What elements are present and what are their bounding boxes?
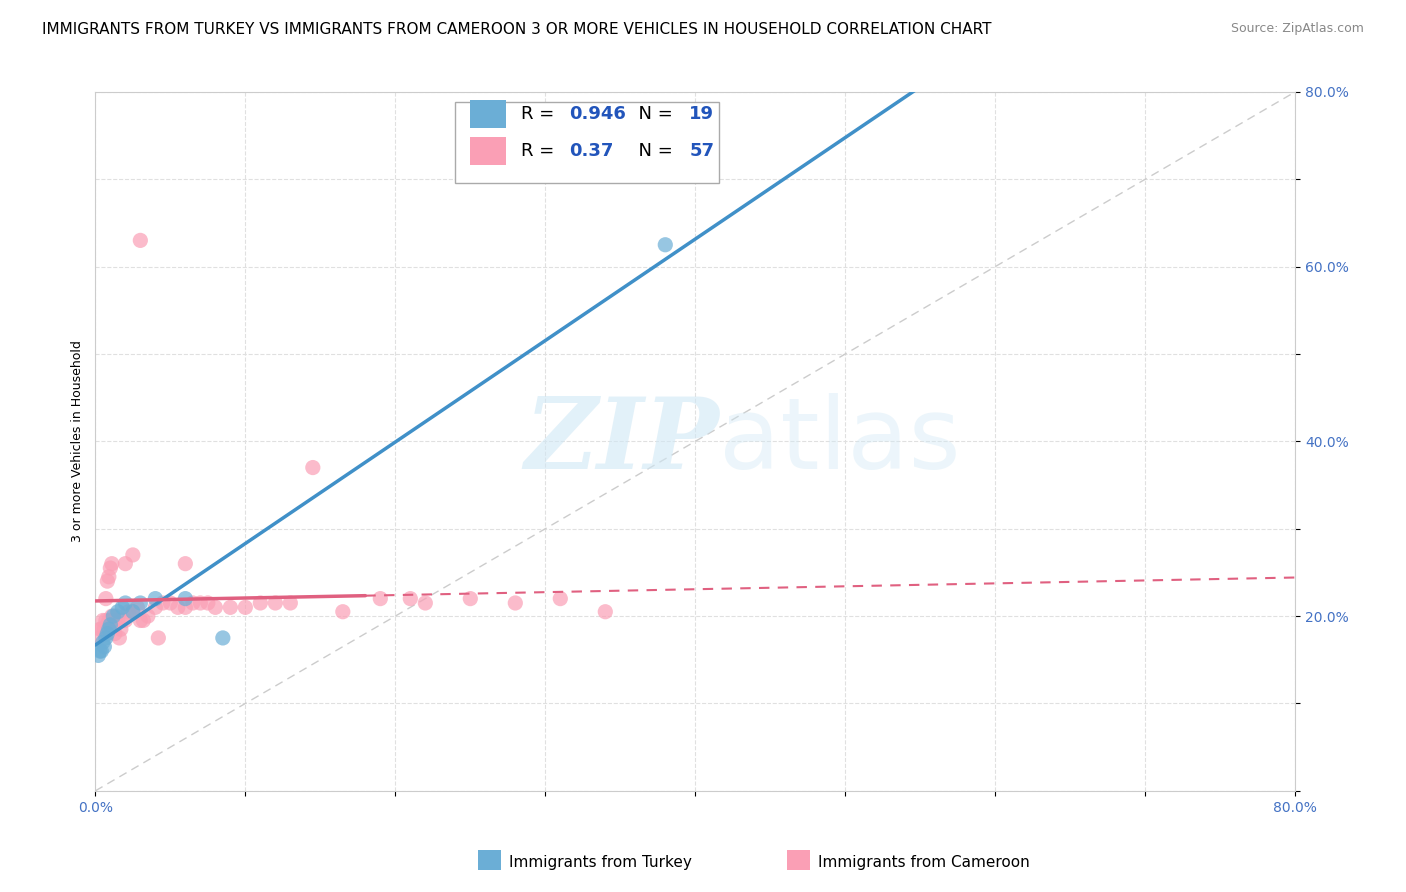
FancyBboxPatch shape xyxy=(470,100,506,128)
Point xyxy=(129,614,152,628)
Point xyxy=(460,591,482,606)
Point xyxy=(399,591,422,606)
Point xyxy=(87,648,110,663)
Point xyxy=(132,614,155,628)
Point xyxy=(91,635,114,649)
Point xyxy=(114,557,136,571)
Text: 0.946: 0.946 xyxy=(569,105,626,123)
Point xyxy=(110,622,132,636)
Point xyxy=(332,605,354,619)
Point xyxy=(188,596,211,610)
Point xyxy=(219,600,242,615)
Point xyxy=(174,557,197,571)
Point xyxy=(415,596,437,610)
Point xyxy=(129,596,152,610)
Point xyxy=(108,631,131,645)
Text: R =: R = xyxy=(522,105,561,123)
Point xyxy=(301,460,323,475)
Point xyxy=(368,591,391,606)
Point xyxy=(117,605,139,619)
Point xyxy=(107,614,129,628)
Text: ZIP: ZIP xyxy=(524,393,720,490)
Point xyxy=(97,614,120,628)
Point xyxy=(97,622,120,636)
Text: atlas: atlas xyxy=(720,392,960,490)
Point xyxy=(104,626,127,640)
Point xyxy=(278,596,301,610)
Point xyxy=(94,631,117,645)
Point xyxy=(103,614,125,628)
Point xyxy=(159,596,181,610)
Point xyxy=(96,626,118,640)
Point xyxy=(98,617,121,632)
Point xyxy=(97,570,120,584)
Point xyxy=(94,591,117,606)
Point xyxy=(249,596,271,610)
Point xyxy=(98,561,121,575)
Point xyxy=(111,600,134,615)
Point xyxy=(90,644,112,658)
Point xyxy=(107,605,129,619)
Text: IMMIGRANTS FROM TURKEY VS IMMIGRANTS FROM CAMEROON 3 OR MORE VEHICLES IN HOUSEHO: IMMIGRANTS FROM TURKEY VS IMMIGRANTS FRO… xyxy=(42,22,991,37)
Point xyxy=(143,591,166,606)
Point xyxy=(114,614,136,628)
Point xyxy=(101,557,124,571)
Point xyxy=(204,600,226,615)
Point xyxy=(114,596,136,610)
Point xyxy=(89,644,111,658)
Point xyxy=(96,617,118,632)
Point xyxy=(148,631,170,645)
Point xyxy=(121,605,143,619)
Text: N =: N = xyxy=(627,142,678,160)
Y-axis label: 3 or more Vehicles in Household: 3 or more Vehicles in Household xyxy=(72,341,84,542)
Point xyxy=(96,574,118,589)
Point xyxy=(111,614,134,628)
Point xyxy=(505,596,527,610)
Point xyxy=(143,600,166,615)
Text: N =: N = xyxy=(627,105,678,123)
Point xyxy=(129,233,152,247)
Text: Immigrants from Turkey: Immigrants from Turkey xyxy=(509,855,692,870)
Text: 19: 19 xyxy=(689,105,714,123)
Point xyxy=(105,609,128,624)
Point xyxy=(211,631,233,645)
Point xyxy=(90,622,112,636)
Text: 0.37: 0.37 xyxy=(569,142,613,160)
Point xyxy=(127,600,149,615)
Point xyxy=(264,596,287,610)
FancyBboxPatch shape xyxy=(456,103,720,183)
Point xyxy=(87,631,110,645)
Text: 57: 57 xyxy=(689,142,714,160)
Point xyxy=(233,600,256,615)
Point xyxy=(654,237,676,252)
Point xyxy=(93,640,115,654)
Point xyxy=(136,609,159,624)
Point xyxy=(174,600,197,615)
Point xyxy=(94,614,117,628)
Point xyxy=(91,614,114,628)
Point xyxy=(595,605,617,619)
Point xyxy=(103,609,125,624)
Point xyxy=(550,591,572,606)
Point xyxy=(152,596,174,610)
FancyBboxPatch shape xyxy=(470,137,506,165)
Point xyxy=(93,622,115,636)
Point xyxy=(166,600,188,615)
Point xyxy=(89,622,111,636)
Point xyxy=(197,596,219,610)
Text: Source: ZipAtlas.com: Source: ZipAtlas.com xyxy=(1230,22,1364,36)
Point xyxy=(98,614,121,628)
Point xyxy=(101,609,124,624)
Point xyxy=(121,605,143,619)
Text: R =: R = xyxy=(522,142,561,160)
Point xyxy=(174,591,197,606)
Text: Immigrants from Cameroon: Immigrants from Cameroon xyxy=(818,855,1031,870)
Point xyxy=(121,548,143,562)
Point xyxy=(181,596,204,610)
